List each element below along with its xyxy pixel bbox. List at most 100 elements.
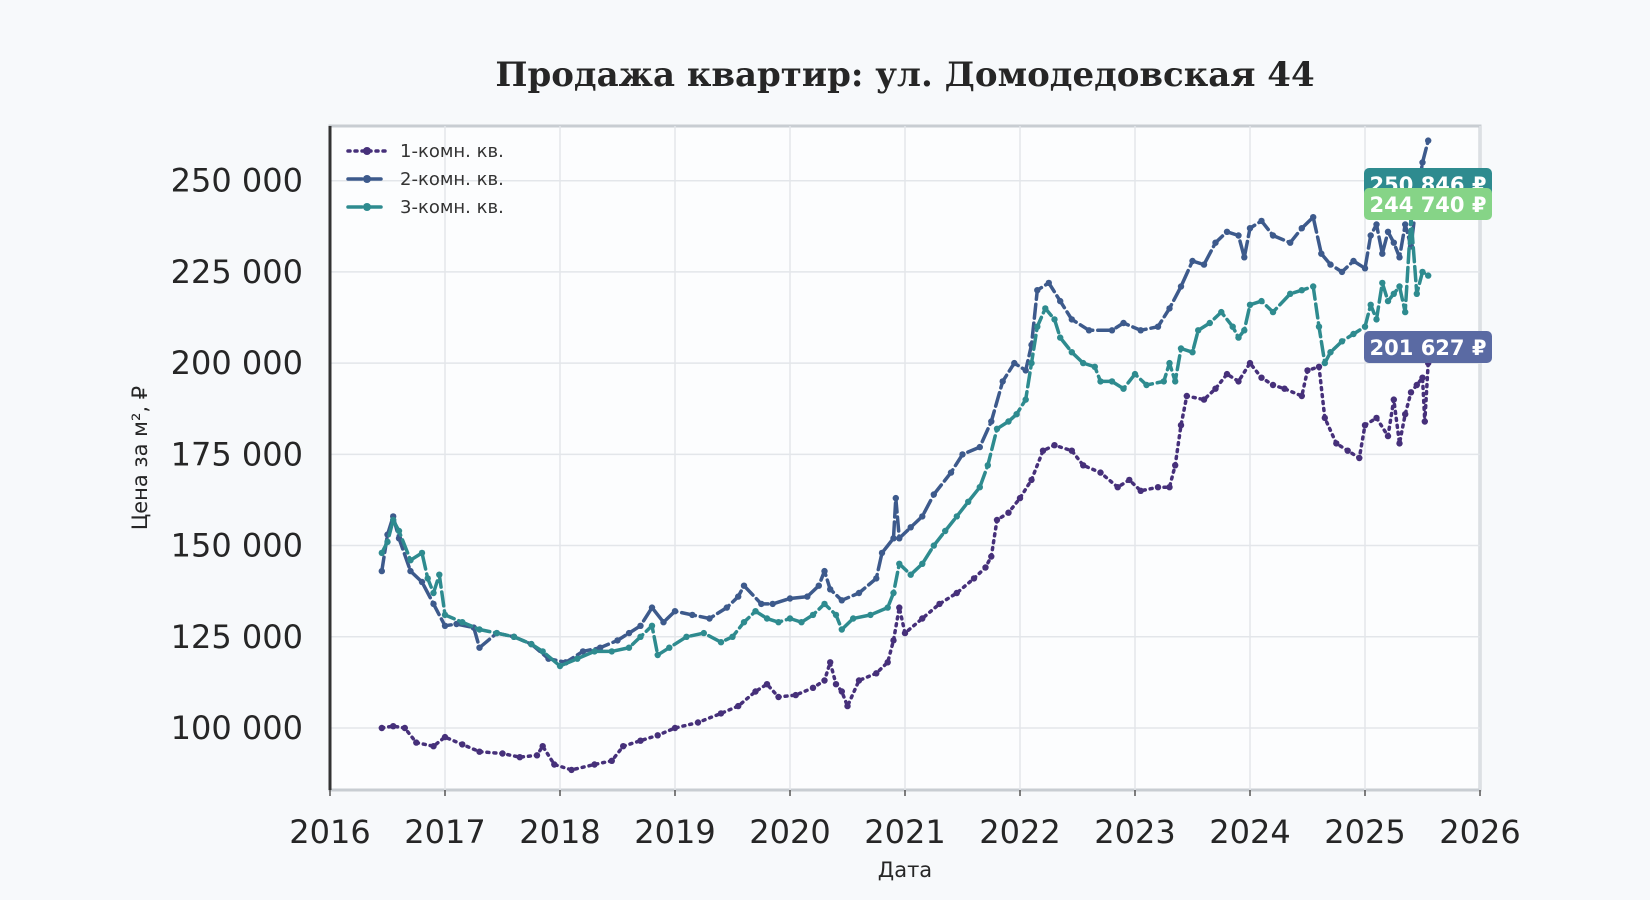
data-point — [1344, 447, 1351, 454]
data-point — [763, 681, 771, 688]
data-point — [413, 739, 420, 746]
data-point — [453, 620, 460, 628]
data-point — [637, 737, 644, 744]
data-point — [982, 564, 989, 571]
data-point — [775, 619, 782, 626]
x-tick-label: 2017 — [404, 813, 485, 851]
data-point — [993, 425, 1001, 432]
data-point — [1281, 385, 1288, 392]
data-point — [821, 600, 828, 608]
data-point — [1235, 334, 1242, 341]
data-point — [660, 619, 667, 626]
data-point — [683, 633, 690, 640]
data-point — [556, 662, 564, 670]
data-point — [1013, 411, 1020, 418]
data-point — [1195, 327, 1202, 334]
data-point — [1373, 221, 1380, 228]
value-callout: 244 740 ₽ — [1364, 188, 1492, 220]
data-point — [441, 611, 449, 619]
data-point — [890, 535, 897, 542]
data-point — [717, 710, 725, 717]
data-point — [424, 575, 431, 582]
y-tick-label: 175 000 — [171, 435, 303, 473]
data-point — [1235, 232, 1242, 239]
data-point — [896, 535, 903, 542]
data-point — [1367, 301, 1374, 308]
data-point — [436, 571, 443, 578]
data-point — [896, 560, 903, 567]
data-point — [418, 578, 426, 586]
data-point — [1321, 414, 1329, 422]
data-point — [1246, 301, 1254, 308]
x-tick-label: 2021 — [864, 813, 945, 851]
data-point — [608, 757, 615, 764]
data-point — [965, 498, 972, 505]
data-point — [430, 600, 437, 608]
data-point — [694, 719, 702, 726]
data-point — [1097, 378, 1104, 385]
data-point — [890, 589, 897, 597]
data-point — [827, 659, 834, 666]
data-point — [984, 462, 991, 469]
data-point — [821, 677, 828, 684]
data-point — [648, 622, 656, 629]
data-point — [476, 748, 483, 755]
data-point — [1137, 327, 1144, 334]
data-point — [654, 732, 661, 739]
data-point — [1166, 305, 1173, 312]
series-2 — [378, 137, 1432, 666]
data-point — [378, 724, 385, 732]
legend-label: 1-комн. кв. — [400, 141, 504, 162]
data-point — [1160, 378, 1168, 385]
data-point — [459, 741, 466, 748]
data-point — [1189, 257, 1196, 265]
data-point — [827, 586, 834, 593]
data-point — [988, 553, 995, 560]
data-point — [1258, 297, 1265, 305]
data-point — [878, 549, 886, 557]
data-point — [533, 752, 541, 759]
legend-label: 2-комн. кв. — [400, 169, 504, 190]
data-point — [407, 567, 414, 575]
data-point — [1310, 214, 1317, 221]
data-point — [1166, 484, 1173, 491]
data-point — [919, 513, 926, 520]
data-point — [1057, 297, 1064, 305]
data-point — [430, 743, 437, 750]
x-tick-label: 2026 — [1439, 813, 1520, 851]
data-point — [1212, 385, 1219, 392]
data-point — [1108, 378, 1116, 385]
callout-badge — [1364, 188, 1492, 220]
data-point — [591, 761, 598, 768]
data-point — [919, 560, 926, 567]
data-point — [1390, 290, 1398, 297]
data-point — [901, 629, 909, 637]
data-point — [850, 615, 857, 622]
data-point — [418, 549, 426, 557]
data-point — [735, 702, 742, 710]
data-point — [1143, 381, 1150, 389]
data-point — [1080, 462, 1087, 469]
data-point — [1028, 476, 1035, 484]
data-point — [625, 629, 633, 637]
data-point — [1315, 323, 1323, 330]
data-point — [1298, 225, 1306, 232]
data-point — [1379, 279, 1386, 287]
data-point — [1413, 290, 1421, 297]
data-point — [786, 595, 794, 602]
data-point — [729, 633, 736, 640]
data-point — [740, 619, 748, 626]
data-point — [390, 723, 397, 730]
data-point — [1172, 462, 1179, 469]
x-axis-ticks: 2016 2017 2018 2019 2020 2021 2022 2023 2024 2025… — [289, 790, 1521, 851]
data-point — [936, 600, 943, 608]
data-point — [1005, 509, 1012, 516]
data-point — [988, 418, 995, 425]
data-point — [1068, 316, 1076, 323]
data-point — [1223, 370, 1231, 378]
data-point — [459, 619, 466, 626]
data-point — [1298, 392, 1306, 400]
data-point — [1057, 334, 1064, 341]
y-tick-label: 125 000 — [171, 618, 303, 656]
data-point — [947, 469, 955, 476]
